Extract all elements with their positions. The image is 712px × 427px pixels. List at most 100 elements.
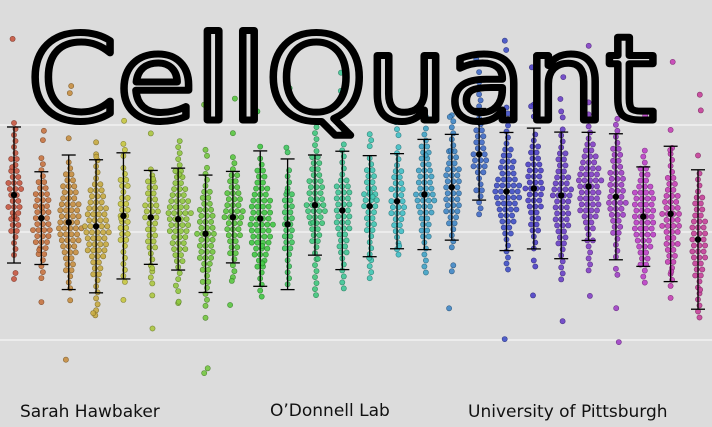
dot bbox=[70, 213, 76, 220]
dot bbox=[94, 301, 101, 308]
dot bbox=[101, 235, 108, 242]
dot bbox=[178, 252, 184, 258]
dot bbox=[640, 153, 647, 160]
dot bbox=[97, 241, 104, 248]
dot bbox=[421, 131, 428, 138]
dot bbox=[40, 269, 46, 275]
dot bbox=[234, 208, 241, 215]
dot bbox=[97, 217, 104, 224]
dot bbox=[503, 260, 510, 267]
dot bbox=[526, 203, 533, 210]
dot bbox=[201, 370, 208, 376]
dot bbox=[248, 203, 255, 210]
dot bbox=[613, 265, 619, 272]
dot bbox=[689, 224, 696, 231]
dot bbox=[176, 138, 183, 144]
dot bbox=[204, 152, 210, 159]
dot bbox=[363, 179, 370, 186]
dot bbox=[261, 209, 268, 216]
dot bbox=[565, 222, 572, 229]
dot bbox=[594, 195, 600, 202]
mean-dot bbox=[147, 214, 154, 221]
dot bbox=[247, 221, 254, 228]
dot bbox=[183, 228, 190, 234]
dot bbox=[150, 226, 157, 233]
dot bbox=[262, 251, 269, 258]
dot bbox=[204, 296, 210, 303]
dot bbox=[60, 183, 66, 190]
dot bbox=[528, 103, 534, 110]
dot bbox=[539, 185, 546, 192]
dot bbox=[505, 122, 511, 129]
dot bbox=[339, 279, 346, 286]
dot bbox=[389, 204, 396, 211]
dot bbox=[253, 245, 259, 252]
dot bbox=[446, 160, 452, 167]
dot bbox=[312, 130, 318, 136]
dot bbox=[346, 225, 353, 232]
dot bbox=[555, 168, 562, 175]
dot bbox=[63, 171, 69, 178]
dot bbox=[317, 190, 324, 196]
dot bbox=[343, 237, 350, 244]
dot bbox=[476, 91, 482, 98]
dot bbox=[398, 180, 405, 187]
dot bbox=[588, 207, 595, 214]
dot bbox=[388, 198, 395, 205]
dot bbox=[598, 177, 605, 184]
dot bbox=[75, 213, 82, 220]
dot bbox=[344, 195, 351, 202]
dot bbox=[227, 178, 233, 185]
dot bbox=[595, 201, 602, 208]
dot bbox=[101, 211, 108, 218]
dot bbox=[361, 203, 367, 210]
dot bbox=[227, 250, 233, 257]
dot bbox=[632, 201, 638, 208]
dot bbox=[454, 196, 461, 203]
dot bbox=[565, 174, 572, 181]
dot bbox=[202, 314, 209, 321]
dot bbox=[507, 206, 514, 213]
dot bbox=[633, 231, 640, 238]
mean-dot bbox=[284, 221, 291, 228]
dot bbox=[563, 216, 570, 223]
dot bbox=[71, 243, 78, 250]
dot bbox=[501, 37, 508, 44]
dot bbox=[281, 197, 288, 204]
dot bbox=[96, 259, 102, 266]
dot bbox=[533, 149, 540, 156]
dot bbox=[369, 179, 376, 186]
dot bbox=[15, 210, 22, 216]
dot bbox=[501, 336, 508, 342]
dot bbox=[590, 141, 596, 148]
dot bbox=[643, 225, 649, 232]
dot bbox=[68, 171, 75, 178]
dot bbox=[183, 216, 190, 222]
dot bbox=[182, 210, 189, 216]
dot bbox=[86, 217, 93, 224]
dot bbox=[614, 271, 621, 278]
dot bbox=[309, 166, 316, 172]
dot bbox=[44, 203, 50, 209]
mean-dot bbox=[311, 201, 319, 209]
dot bbox=[696, 314, 703, 321]
dot bbox=[314, 238, 321, 244]
dot bbox=[265, 239, 272, 246]
dot bbox=[509, 212, 515, 219]
dot bbox=[199, 266, 206, 273]
dot bbox=[422, 113, 429, 120]
dot bbox=[668, 268, 675, 275]
dot bbox=[18, 186, 24, 192]
dot bbox=[121, 117, 127, 124]
dot bbox=[58, 201, 65, 208]
dot bbox=[451, 220, 458, 227]
dot bbox=[643, 189, 649, 196]
mean-dot bbox=[10, 191, 18, 199]
dot bbox=[503, 104, 510, 111]
dot bbox=[648, 225, 655, 232]
dot bbox=[582, 207, 589, 214]
dot bbox=[510, 170, 517, 177]
dot bbox=[208, 242, 214, 249]
dot bbox=[509, 188, 515, 195]
dot bbox=[147, 130, 154, 137]
